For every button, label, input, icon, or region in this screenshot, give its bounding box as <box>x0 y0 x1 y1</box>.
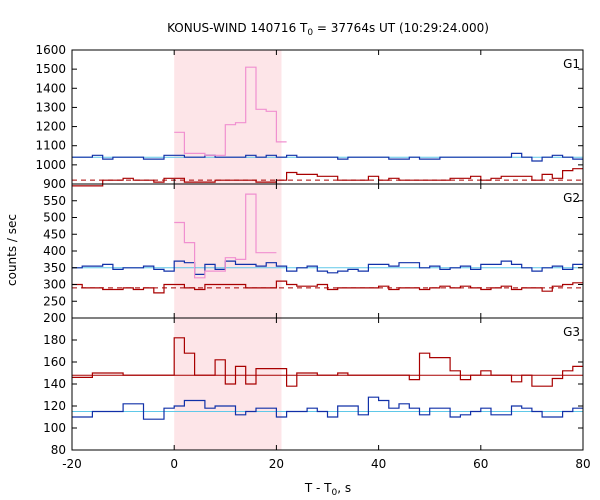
xlabel-main: T - T <box>304 481 332 495</box>
panel-g2: 200 250 300 350 400 450 500 550 G2 <box>43 183 584 325</box>
series-blue-g3 <box>72 396 583 420</box>
y-tick-label: 350 <box>43 261 66 275</box>
y-tick-label: 1100 <box>35 139 66 153</box>
y-tick-label: 80 <box>51 443 66 457</box>
x-tick-label: 20 <box>269 457 284 471</box>
y-tick-label: 450 <box>43 227 66 241</box>
y-tick-label: 180 <box>43 333 66 347</box>
x-tick-label: 40 <box>371 457 386 471</box>
y-tick-label: 500 <box>43 211 66 225</box>
x-tick-label: 80 <box>575 457 590 471</box>
y-tick-label: 1000 <box>35 158 66 172</box>
series-red-g2 <box>72 280 583 294</box>
y-tick-label: 120 <box>43 399 66 413</box>
title-main: KONUS-WIND 140716 T <box>167 21 308 35</box>
svg-text:T - T0, s: T - T0, s <box>304 481 351 498</box>
y-tick-label: 1200 <box>35 120 66 134</box>
y-tick-label: 100 <box>43 421 66 435</box>
series-red-g3 <box>72 337 583 387</box>
y-tick-label: 140 <box>43 377 66 391</box>
plot-area: 9001000110012001300140015001600G12002503… <box>35 43 590 471</box>
panel-g1: 900 1000 1100 1200 1300 1400 1500 1600 G1 <box>35 43 584 191</box>
svg-text:KONUS-WIND 140716 T0 = 37764s: KONUS-WIND 140716 T0 = 37764s UT (10:29:… <box>167 21 489 38</box>
y-tick-label: 250 <box>43 294 66 308</box>
y-tick-label: 160 <box>43 355 66 369</box>
series-blue-g2 <box>72 260 583 275</box>
series-red-g1 <box>72 168 583 187</box>
y-tick-label: 1300 <box>35 100 66 114</box>
x-tick-label: -20 <box>62 457 82 471</box>
panel-g3: 80 100 120 140 160 180 G3 <box>43 317 584 457</box>
panel-label: G1 <box>563 57 580 71</box>
panel-label: G3 <box>563 325 580 339</box>
panel-frame <box>71 183 584 319</box>
title-rest: = 37764s UT (10:29:24.000) <box>313 21 489 35</box>
y-tick-label: 550 <box>43 194 66 208</box>
y-tick-label: 200 <box>43 311 66 325</box>
y-tick-label: 900 <box>43 177 66 191</box>
y-tick-label: 1400 <box>35 81 66 95</box>
y-axis-label: counts / sec <box>5 214 19 286</box>
x-tick-label: 60 <box>473 457 488 471</box>
y-tick-label: 1600 <box>35 43 66 57</box>
x-axis-label: T - T0, s <box>304 481 351 498</box>
y-tick-label: 400 <box>43 244 66 258</box>
title-subscript: 0 <box>307 28 313 38</box>
x-tick-label: 0 <box>170 457 178 471</box>
series-pink-g2 <box>174 193 277 279</box>
y-tick-label: 300 <box>43 278 66 292</box>
panel-frame <box>71 317 584 451</box>
chart-title: KONUS-WIND 140716 T0 = 37764s UT (10:29:… <box>167 21 489 38</box>
panel-frame <box>71 49 584 185</box>
series-pink-g1 <box>174 66 287 156</box>
xlabel-rest: , s <box>337 481 351 495</box>
burst-interval-highlight <box>174 50 282 450</box>
xlabel-subscript: 0 <box>332 488 338 498</box>
y-tick-label: 1500 <box>35 62 66 76</box>
series-blue-g1 <box>72 152 583 162</box>
panel-label: G2 <box>563 191 580 205</box>
